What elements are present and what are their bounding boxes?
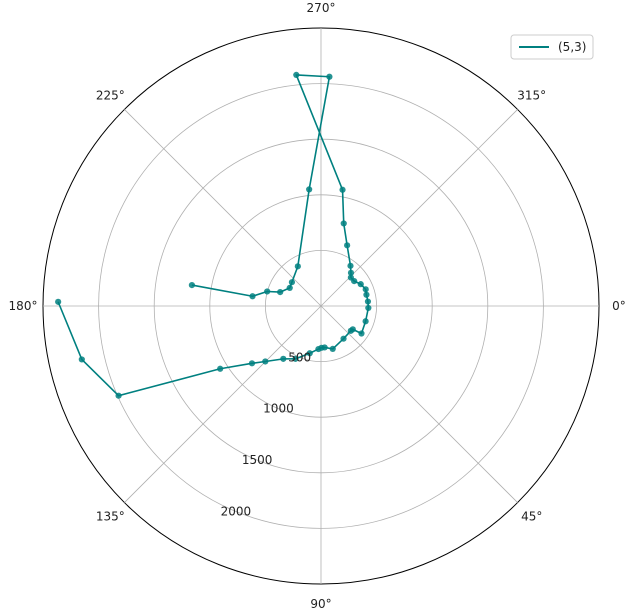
data-point bbox=[280, 355, 287, 362]
data-point bbox=[347, 262, 354, 269]
angle-tick-label-45: 45° bbox=[521, 510, 542, 524]
angle-tick-label-180: 180° bbox=[9, 299, 38, 313]
data-point bbox=[306, 350, 313, 357]
data-point bbox=[293, 71, 300, 79]
angle-tick-label-0: 0° bbox=[612, 299, 626, 313]
data-point bbox=[347, 327, 354, 334]
data-point bbox=[286, 284, 293, 291]
angle-tick-label-270: 270° bbox=[307, 1, 336, 15]
data-point bbox=[249, 293, 256, 300]
polar-grid bbox=[42, 27, 600, 585]
data-point bbox=[78, 356, 85, 363]
data-point bbox=[358, 330, 365, 337]
data-point bbox=[357, 281, 364, 288]
data-point bbox=[288, 279, 296, 286]
data-point bbox=[362, 286, 369, 293]
data-point bbox=[294, 263, 301, 270]
data-point bbox=[340, 335, 347, 342]
data-point bbox=[365, 304, 372, 312]
legend-label: (5,3) bbox=[558, 40, 586, 54]
radial-tick-label-2000: 2000 bbox=[221, 504, 252, 518]
angle-tick-label-225: 225° bbox=[96, 88, 125, 102]
series-line-0 bbox=[57, 74, 370, 397]
data-point bbox=[55, 298, 62, 305]
data-point bbox=[364, 298, 372, 305]
data-point bbox=[315, 345, 322, 353]
data-point bbox=[277, 289, 284, 296]
legend: (5,3) bbox=[510, 34, 594, 60]
series-layer bbox=[55, 71, 372, 399]
angle-tick-label-90: 90° bbox=[310, 597, 331, 611]
angular-gridline-45 bbox=[320, 305, 518, 503]
radial-tick-label-500: 500 bbox=[288, 350, 311, 364]
tick-labels: 0° 45° 90° 135° 180° 225° 270° 315° 500 1000 1500 2… bbox=[9, 1, 626, 611]
data-point bbox=[292, 355, 299, 362]
data-point bbox=[115, 392, 122, 399]
data-point bbox=[326, 73, 333, 80]
data-point bbox=[340, 220, 347, 227]
angular-gridline-225 bbox=[124, 109, 322, 307]
data-point bbox=[347, 269, 355, 276]
data-point bbox=[264, 288, 271, 295]
data-point bbox=[248, 360, 256, 367]
data-point bbox=[344, 242, 351, 249]
data-point bbox=[363, 291, 370, 298]
data-point bbox=[329, 345, 336, 352]
data-point bbox=[351, 278, 358, 285]
data-point bbox=[188, 281, 196, 289]
data-point bbox=[217, 365, 224, 372]
data-point bbox=[262, 358, 269, 365]
angle-tick-label-135: 135° bbox=[96, 510, 125, 524]
data-point bbox=[306, 186, 313, 193]
angular-gridline-135 bbox=[124, 305, 322, 503]
legend-box bbox=[510, 34, 594, 60]
angle-tick-label-315: 315° bbox=[517, 88, 546, 102]
data-point bbox=[362, 318, 369, 325]
radial-tick-label-1500: 1500 bbox=[242, 453, 273, 467]
radial-tick-label-1000: 1000 bbox=[263, 402, 294, 416]
data-point bbox=[339, 186, 346, 193]
